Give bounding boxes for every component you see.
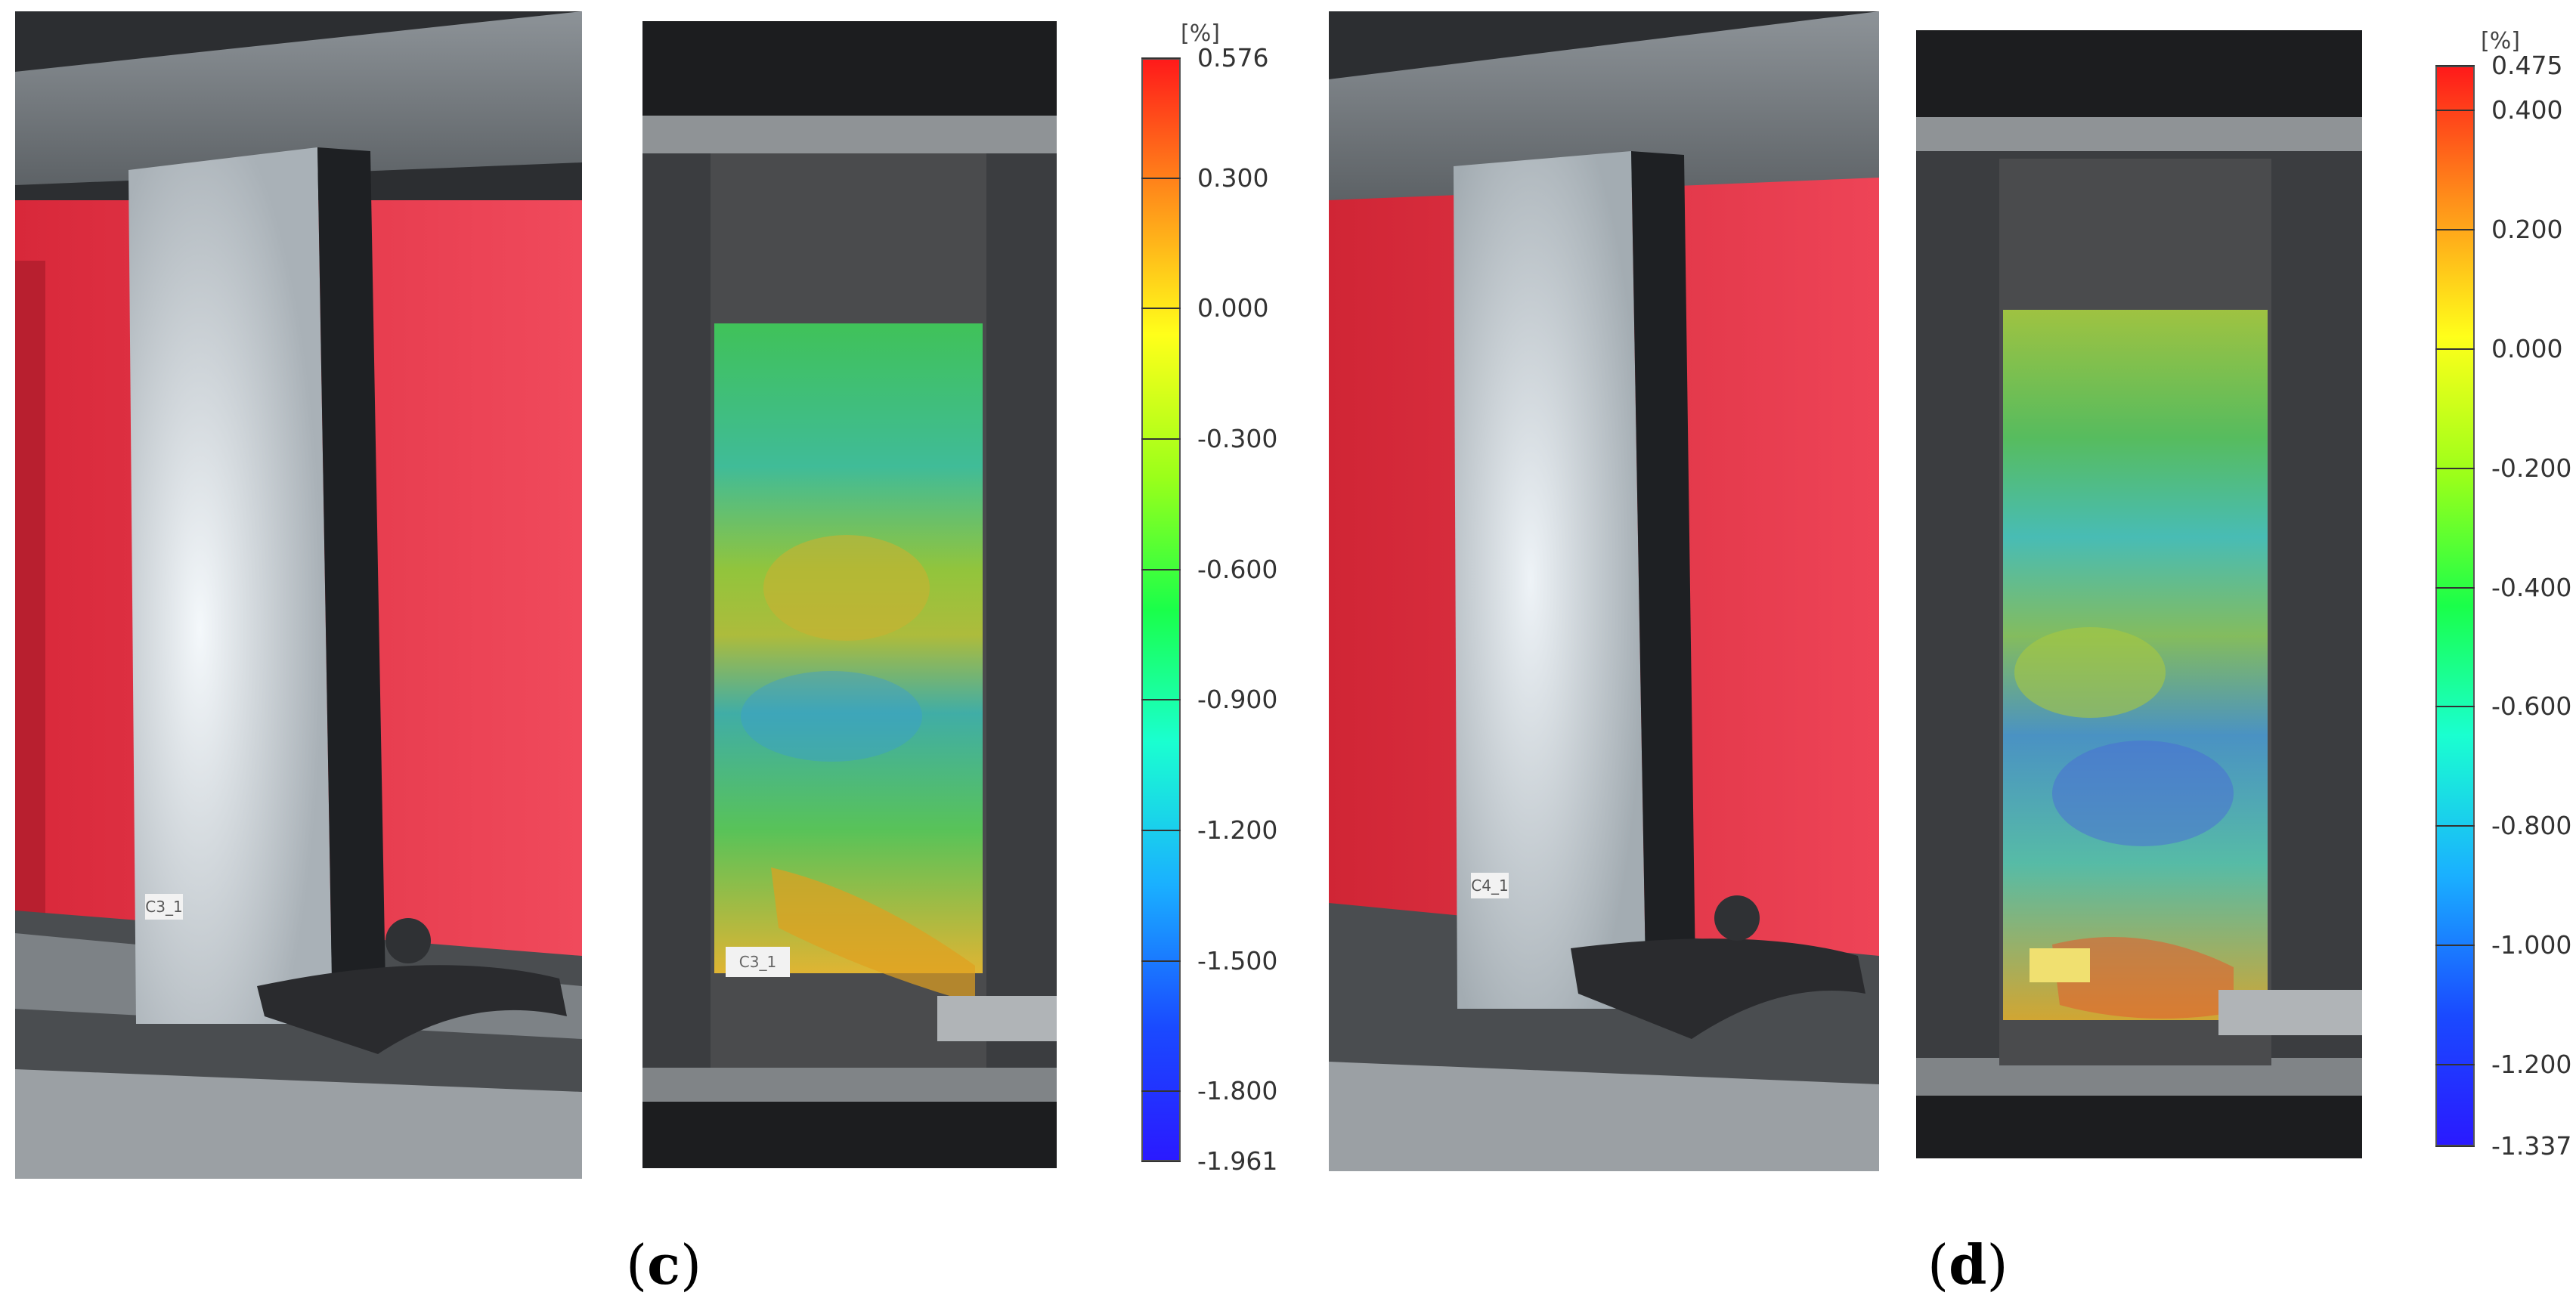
colorbar-tick-mark (2435, 706, 2475, 708)
colorbar-tick-mark (2435, 229, 2475, 231)
subfigure-label-c-close: ) (680, 1233, 702, 1297)
colorbar-tick-mark (2435, 1063, 2475, 1065)
subfigure-label-c-open: ( (626, 1233, 648, 1297)
colorbar-d: [%] 0.475 0.400 0.200 0.000 -0.200 -0.400 -0.6… (2426, 30, 2576, 1164)
colorbar-tick-mark (1141, 960, 1181, 962)
dic-tag-d (2033, 954, 2086, 976)
colorbar-tick-label: -0.600 (2491, 691, 2572, 722)
specimen-tag-c: C3_1 (145, 894, 183, 920)
colorbar-tick-label: -1.337 (2491, 1131, 2572, 1161)
photo-specimen-c-graphic (15, 11, 582, 1179)
colorbar-tick-label: -0.800 (2491, 811, 2572, 841)
subfigure-label-d-letter: d (1949, 1232, 1987, 1297)
colorbar-tick-mark (2435, 945, 2475, 947)
colorbar-tick-mark (1141, 699, 1181, 701)
subfigure-label-d-open: ( (1927, 1233, 1949, 1297)
dic-strain-map-c-graphic (642, 21, 1057, 1168)
colorbar-tick-mark (2435, 65, 2475, 66)
photo-specimen-c: C3_1 (15, 11, 582, 1179)
photo-specimen-d: C4_1 (1329, 11, 1879, 1171)
colorbar-tick-label: 0.300 (1197, 162, 1269, 193)
colorbar-tick-label: -1.000 (2491, 930, 2572, 960)
dic-strain-map-c: C3_1 (642, 21, 1057, 1168)
photo-specimen-d-graphic (1329, 11, 1879, 1171)
colorbar-tick-mark (2435, 348, 2475, 350)
dic-strain-map-d (1916, 30, 2362, 1158)
colorbar-tick-mark (1141, 1090, 1181, 1093)
dic-tag-c: C3_1 (738, 953, 777, 971)
colorbar-tick-mark (2435, 110, 2475, 112)
colorbar-c: [%] 0.576 0.300 0.000 -0.300 -0.600 -0.900 -1.… (1134, 20, 1330, 1176)
colorbar-tick-label: 0.000 (2491, 333, 2563, 363)
colorbar-tick-mark (1141, 830, 1181, 832)
colorbar-tick-label: -0.600 (1197, 554, 1278, 584)
subfigure-label-c: (c) (626, 1238, 701, 1293)
colorbar-tick-mark (2435, 467, 2475, 469)
colorbar-tick-mark (2435, 586, 2475, 589)
colorbar-tick-label: 0.576 (1197, 43, 1269, 73)
colorbar-tick-label: 0.475 (2491, 51, 2563, 80)
subfigure-label-c-letter: c (647, 1232, 680, 1297)
colorbar-tick-mark (1141, 1161, 1181, 1162)
colorbar-tick-label: -0.900 (1197, 685, 1278, 715)
colorbar-tick-mark (2435, 825, 2475, 827)
colorbar-tick-label: 0.400 (2491, 95, 2563, 125)
colorbar-tick-label: -1.961 (1197, 1146, 1278, 1176)
colorbar-tick-mark (1141, 438, 1181, 441)
colorbar-gradient-d (2435, 66, 2475, 1146)
colorbar-tick-label: -0.200 (2491, 453, 2572, 483)
colorbar-unit-d: [%] (2481, 28, 2520, 54)
colorbar-tick-label: 0.000 (1197, 293, 1269, 323)
colorbar-tick-mark (1141, 177, 1181, 179)
colorbar-tick-mark (1141, 308, 1181, 310)
colorbar-tick-label: -1.800 (1197, 1076, 1278, 1106)
colorbar-tick-label: -0.300 (1197, 424, 1278, 454)
colorbar-unit-c: [%] (1181, 20, 1220, 47)
colorbar-tick-mark (1141, 568, 1181, 570)
colorbar-gradient-c (1141, 58, 1181, 1161)
specimen-tag-d: C4_1 (1471, 873, 1509, 898)
subfigure-label-d: (d) (1927, 1238, 2008, 1293)
colorbar-tick-label: -1.500 (1197, 945, 1278, 976)
colorbar-tick-label: -1.200 (1197, 815, 1278, 846)
colorbar-tick-label: 0.200 (2491, 215, 2563, 245)
dic-strain-map-d-graphic (1916, 30, 2362, 1158)
colorbar-tick-mark (2435, 1146, 2475, 1147)
colorbar-tick-label: -1.200 (2491, 1049, 2572, 1079)
subfigure-label-d-close: ) (1986, 1233, 2008, 1297)
colorbar-tick-label: -0.400 (2491, 572, 2572, 602)
colorbar-tick-mark (1141, 57, 1181, 59)
